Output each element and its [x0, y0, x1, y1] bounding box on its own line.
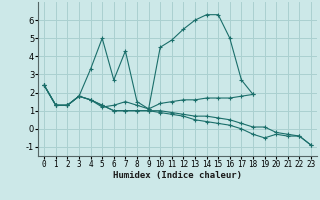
X-axis label: Humidex (Indice chaleur): Humidex (Indice chaleur): [113, 171, 242, 180]
